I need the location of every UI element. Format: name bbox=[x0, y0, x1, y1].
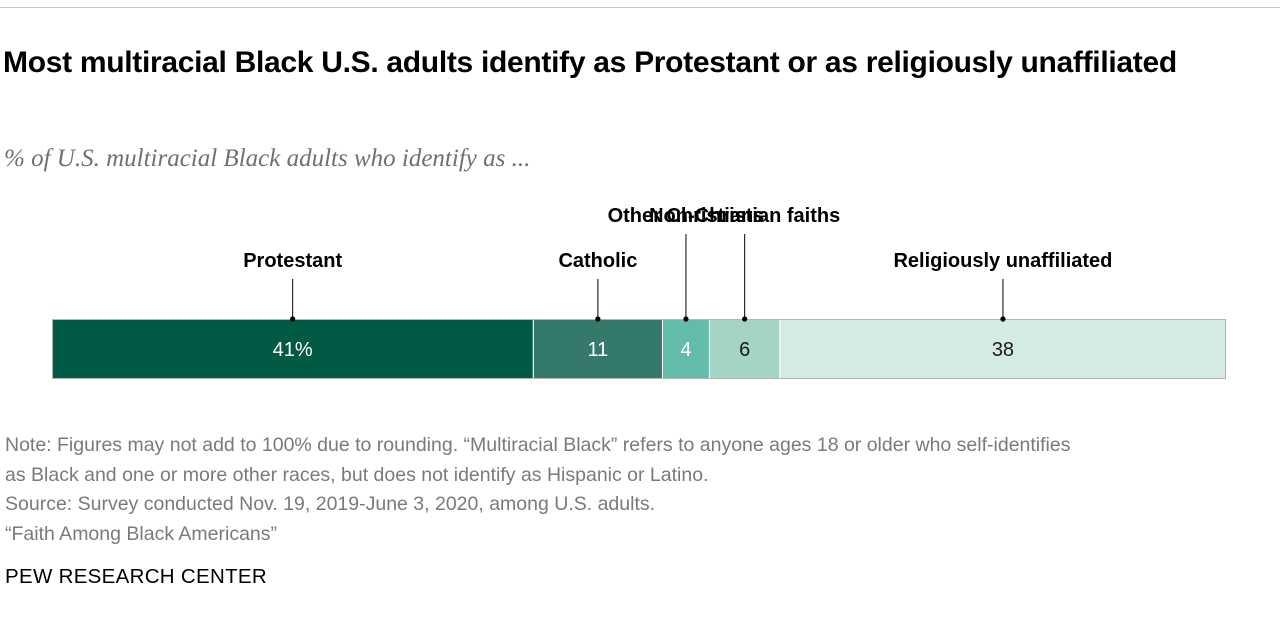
leader-dot-non-christian-faiths bbox=[742, 316, 748, 322]
bar-segment-catholic bbox=[532, 318, 663, 380]
footer-brand: PEW RESEARCH CENTER bbox=[5, 565, 267, 588]
value-label-non-christian-faiths: 6 bbox=[739, 339, 750, 361]
stacked-bar-chart: Protestant Catholic Other ChristiansNon-Ch… bbox=[51, 205, 1227, 380]
bar-outline bbox=[52, 319, 1226, 379]
leader-dot-catholic bbox=[595, 316, 601, 322]
bar-segment-other-christians bbox=[661, 318, 710, 380]
note-line-2: as Black and one or more other races, bu… bbox=[5, 463, 709, 486]
leader-dots bbox=[290, 316, 1006, 322]
leader-dot-religiously-unaffiliated bbox=[1000, 316, 1006, 322]
category-label-catholic: Catholic bbox=[558, 250, 637, 272]
category-label-protestant: Protestant bbox=[243, 250, 342, 272]
chart-notes: Note: Figures may not add to 100% due to… bbox=[5, 431, 1275, 549]
chart-subtitle: % of U.S. multiracial Black adults who i… bbox=[4, 145, 531, 172]
value-label-catholic: 11 bbox=[588, 339, 609, 361]
note-line-1: Note: Figures may not add to 100% due to… bbox=[5, 434, 1071, 456]
value-label-protestant: 41% bbox=[273, 339, 313, 361]
leader-dot-protestant bbox=[290, 316, 296, 322]
value-label-religiously-unaffiliated: 38 bbox=[992, 339, 1014, 361]
value-label-other-christians: 4 bbox=[680, 339, 691, 361]
category-label-religiously-unaffiliated: Religiously unaffiliated bbox=[893, 250, 1112, 272]
leader-lines bbox=[292, 234, 1004, 319]
bar-segment-religiously-unaffiliated bbox=[779, 318, 1227, 380]
leader-dot-other-christians bbox=[683, 316, 689, 322]
top-divider bbox=[0, 7, 1280, 8]
report-title: “Faith Among Black Americans” bbox=[5, 522, 278, 545]
value-labels: 41% 11 4 6 38 bbox=[273, 339, 1014, 361]
source-line: Source: Survey conducted Nov. 19, 2019-J… bbox=[5, 493, 656, 515]
chart-title: Most multiracial Black U.S. adults ident… bbox=[3, 46, 1177, 79]
category-label-other-christians: Other Christians bbox=[608, 205, 765, 227]
category-labels: Protestant Catholic Other ChristiansNon-Ch… bbox=[243, 205, 1112, 272]
bar-segments bbox=[51, 318, 1227, 380]
category-label-non-christian-faiths: Non-Christian faiths bbox=[649, 205, 840, 227]
